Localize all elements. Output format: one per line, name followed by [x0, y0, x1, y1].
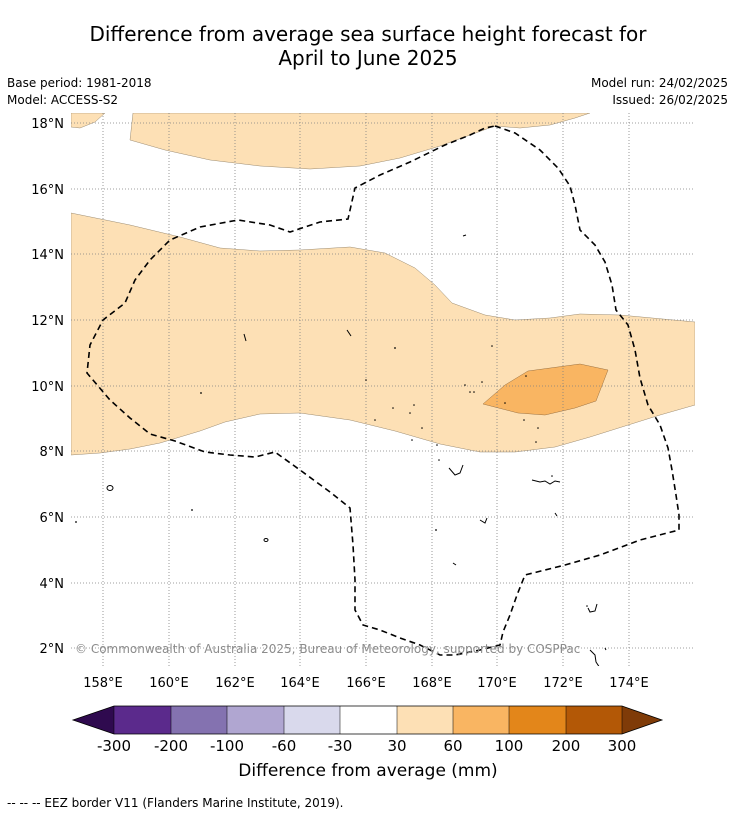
- lon-label: 174°E: [609, 676, 649, 691]
- lat-label: 2°N: [40, 642, 65, 657]
- colorbar-title: Difference from average (mm): [238, 761, 498, 781]
- eez-footnote: -- -- -- EEZ border V11 (Flanders Marine…: [7, 796, 344, 810]
- lat-label: 18°N: [31, 117, 64, 132]
- colorbar: [71, 705, 664, 735]
- copyright-notice: © Commonwealth of Australia 2025, Bureau…: [75, 642, 580, 656]
- meta-left: Base period: 1981-2018 Model: ACCESS-S2: [7, 75, 152, 109]
- colorbar-tick-labels: -300 -200 -100 -60 -30 30 60 100 200 300: [97, 737, 636, 755]
- lat-label: 12°N: [31, 314, 64, 329]
- lat-label: 14°N: [31, 248, 64, 263]
- colorbar-segment: [509, 706, 566, 734]
- colorbar-tick-label: -100: [210, 737, 244, 755]
- colorbar-tick-label: -60: [272, 737, 297, 755]
- islands: [106, 234, 607, 666]
- lat-label: 4°N: [40, 577, 65, 592]
- anomaly-region-30-60-central-band: [71, 212, 695, 456]
- model-run-label: Model run: 24/02/2025: [590, 76, 728, 90]
- sea-surface-height-map: 18°N 16°N 14°N 12°N 10°N 8°N 6°N 4°N 2°N…: [31, 113, 695, 755]
- title-line-2: April to June 2025: [278, 46, 458, 70]
- colorbar-segment: [73, 706, 114, 734]
- chart-title: Difference from average sea surface heig…: [0, 22, 736, 70]
- map-plot-area: [71, 113, 695, 666]
- issued-label: Issued: 26/02/2025: [612, 93, 728, 107]
- colorbar-segment: [397, 706, 453, 734]
- anomaly-region-60-100: [482, 363, 609, 416]
- lon-label: 172°E: [543, 676, 583, 691]
- model-label: Model: ACCESS-S2: [7, 93, 119, 107]
- meta-right: Model run: 24/02/2025 Issued: 26/02/2025: [591, 75, 728, 109]
- lat-label: 10°N: [31, 380, 64, 395]
- lat-label: 16°N: [31, 183, 64, 198]
- lon-label: 164°E: [280, 676, 320, 691]
- latitude-labels: 18°N 16°N 14°N 12°N 10°N 8°N 6°N 4°N 2°N: [31, 117, 64, 657]
- lon-label: 158°E: [83, 676, 123, 691]
- lon-label: 160°E: [149, 676, 189, 691]
- colorbar-tick-label: -300: [97, 737, 131, 755]
- colorbar-segment: [566, 706, 622, 734]
- colorbar-tick-label: 30: [387, 737, 406, 755]
- colorbar-tick-label: -30: [328, 737, 353, 755]
- colorbar-segment: [114, 706, 171, 734]
- colorbar-tick-label: 60: [443, 737, 462, 755]
- colorbar-segment: [284, 706, 340, 734]
- lat-label: 8°N: [40, 445, 65, 460]
- colorbar-tick-label: 300: [608, 737, 637, 755]
- anomaly-region-30-60-northwest-corner: [71, 113, 106, 129]
- colorbar-segment: [340, 706, 397, 734]
- colorbar-tick-label: -200: [154, 737, 188, 755]
- colorbar-tick-label: 200: [552, 737, 581, 755]
- lon-label: 168°E: [412, 676, 452, 691]
- title-line-1: Difference from average sea surface heig…: [89, 22, 647, 46]
- map-grid: [71, 113, 695, 666]
- longitude-labels: 158°E 160°E 162°E 164°E 166°E 168°E 170°…: [83, 676, 649, 691]
- lon-label: 162°E: [215, 676, 255, 691]
- colorbar-tick-label: 100: [495, 737, 524, 755]
- colorbar-segment: [227, 706, 284, 734]
- base-period-label: Base period: 1981-2018: [7, 76, 152, 90]
- lon-label: 170°E: [477, 676, 517, 691]
- colorbar-segment: [622, 706, 662, 734]
- lon-label: 166°E: [346, 676, 386, 691]
- anomaly-region-30-60-north: [129, 113, 591, 170]
- lat-label: 6°N: [40, 511, 65, 526]
- colorbar-segment: [453, 706, 509, 734]
- colorbar-segment: [171, 706, 227, 734]
- atolls: [75, 345, 588, 607]
